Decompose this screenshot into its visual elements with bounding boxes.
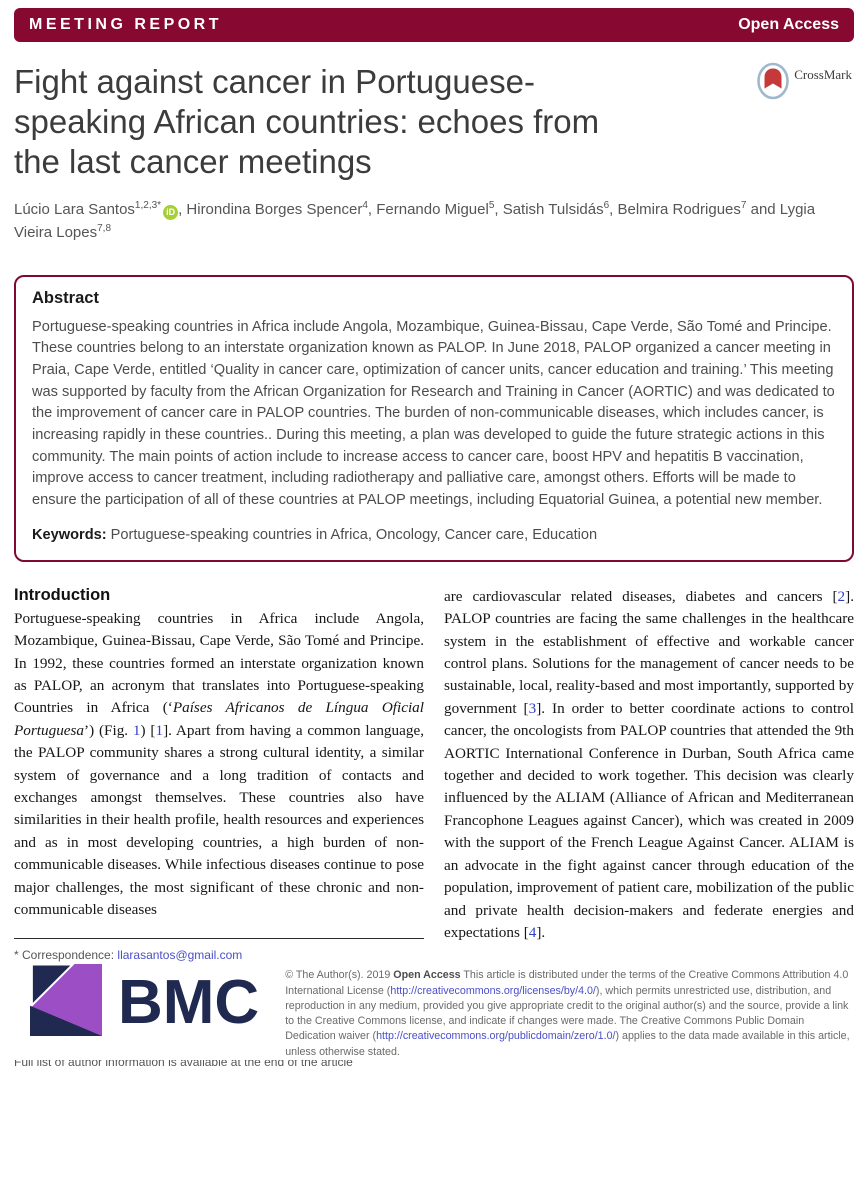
body-text-segment: ) [ — [140, 721, 156, 739]
body-text-segment: ’) (Fig. — [84, 721, 133, 739]
author-name: , Hirondina Borges Spencer — [178, 201, 363, 218]
correspondence-prefix: * Correspondence: — [14, 947, 118, 962]
citation-4-link[interactable]: 4 — [528, 923, 537, 941]
bmc-logo[interactable]: BMC — [30, 964, 259, 1041]
author-name: , Belmira Rodrigues — [609, 201, 741, 218]
citation-1-link[interactable]: 1 — [155, 721, 164, 739]
author-affiliation-sup: 1,2,3* — [134, 200, 162, 211]
author-name: Lúcio Lara Santos — [14, 201, 135, 218]
author-affiliation-sup: 5 — [488, 200, 495, 211]
keywords-line: Keywords: Portuguese-speaking countries … — [32, 525, 836, 546]
correspondence-line: * Correspondence: llarasantos@gmail.com — [14, 947, 424, 964]
page-title: Fight against cancer in Portuguese- spea… — [14, 62, 734, 182]
abstract-heading: Abstract — [32, 288, 99, 307]
author-name: and Lygia Vieira Lopes — [14, 201, 816, 242]
keywords-value: Portuguese-speaking countries in Africa,… — [106, 526, 598, 543]
publisher-footer: BMC © The Author(s). 2019 Open Access Th… — [14, 964, 854, 1061]
article-type-label: MEETING REPORT — [29, 16, 223, 33]
copyright-segment: © The Author(s). 2019 — [285, 969, 394, 982]
title-line-3: the last cancer meetings — [14, 143, 372, 180]
body-text-segment: ]. — [536, 923, 546, 941]
crossmark-badge[interactable]: CrossMark — [755, 62, 852, 107]
author-name: , Satish Tulsidás — [494, 201, 604, 218]
open-access-label[interactable]: Open Access — [738, 16, 839, 33]
article-page: MEETING REPORT Open Access CrossMark Fig… — [0, 8, 868, 1070]
author-affiliation-sup: 6 — [603, 200, 610, 211]
citation-3-link[interactable]: 3 — [528, 699, 537, 717]
open-access-bold: Open Access — [393, 969, 461, 982]
crossmark-label: CrossMark — [794, 67, 852, 82]
portuguese-phrase-italic: Países Africanos de Língua Oficial Portu… — [14, 699, 425, 739]
correspondence-email-link[interactable]: llarasantos@gmail.com — [117, 947, 243, 962]
copyright-text: © The Author(s). 2019 Open Access This a… — [285, 964, 854, 1060]
author-affiliation-sup: 7,8 — [97, 223, 112, 235]
citation-2-link[interactable]: 2 — [837, 587, 846, 605]
body-text-segment: ]. In order to better coordinate actions… — [444, 699, 854, 941]
introduction-paragraph-right: are cardiovascular related diseases, dia… — [444, 586, 854, 945]
crossmark-icon — [755, 62, 792, 107]
authors-line: Lúcio Lara Santos1,2,3*iD, Hirondina Bor… — [14, 198, 834, 245]
body-text-segment: ]. Apart from having a common language, … — [14, 721, 424, 919]
figure-1-link[interactable]: 1 — [132, 721, 141, 739]
title-line-2: speaking African countries: echoes from — [14, 103, 600, 140]
bmc-wordmark: BMC — [118, 967, 260, 1037]
author-name: , Fernando Miguel — [367, 201, 489, 218]
body-text-segment: are cardiovascular related diseases, dia… — [444, 587, 838, 605]
cc-by-link[interactable]: http://creativecommons.org/licenses/by/4… — [390, 984, 596, 997]
body-text-segment: ]. PALOP countries are facing the same c… — [444, 587, 854, 717]
bmc-logo-mark-icon — [30, 964, 102, 1041]
copyright-segment: This article is distributed under the te… — [285, 969, 849, 997]
abstract-box: Abstract Portuguese-speaking countries i… — [14, 274, 854, 562]
introduction-paragraph-left: Portuguese-speaking countries in Africa … — [14, 608, 424, 922]
orcid-icon[interactable]: iD — [163, 205, 179, 220]
copyright-segment: ) applies to the data made available in … — [285, 1030, 850, 1058]
section-heading-introduction: Introduction — [14, 585, 111, 604]
right-column: are cardiovascular related diseases, dia… — [444, 586, 854, 1070]
body-text-segment: Portuguese-speaking countries in Africa … — [14, 609, 424, 717]
cc-zero-link[interactable]: http://creativecommons.org/publicdomain/… — [376, 1030, 616, 1043]
title-line-1: Fight against cancer in Portuguese- — [14, 63, 535, 100]
copyright-segment: ), which permits unrestricted use, distr… — [285, 984, 849, 1043]
abstract-paragraph: Portuguese-speaking countries in Africa … — [32, 318, 835, 509]
keywords-label: Keywords: — [32, 526, 107, 543]
footnote-divider — [14, 937, 424, 939]
author-affiliation-sup: 7 — [740, 200, 747, 211]
author-affiliation-sup: 4 — [362, 200, 368, 211]
article-type-banner: MEETING REPORT Open Access — [14, 8, 854, 42]
